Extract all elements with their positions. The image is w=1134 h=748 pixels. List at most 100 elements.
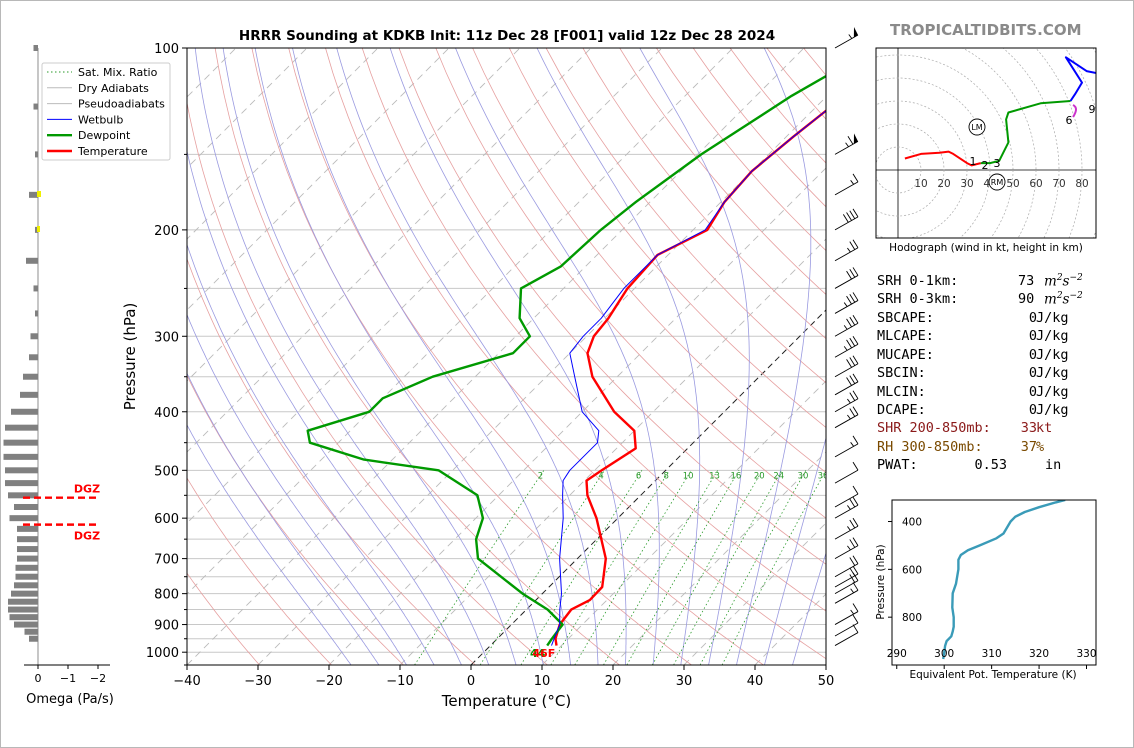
barb-full — [849, 294, 856, 303]
skewt-frame — [186, 47, 827, 666]
stat-srh3: SRH 0-3km: 90 m2s−2 — [877, 291, 1083, 308]
hodograph-ring — [876, 77, 991, 238]
hodograph-caption: Hodograph (wind in kt, height in km) — [889, 242, 1083, 254]
barb-full — [852, 267, 859, 276]
x-tick-label: −40 — [173, 674, 200, 689]
stat-value: 0 — [1028, 310, 1037, 326]
omega-bar — [8, 492, 38, 499]
theta-e-profile — [942, 500, 1066, 660]
wind-barb — [834, 517, 859, 540]
barb-full — [849, 498, 856, 508]
barb-full — [842, 214, 849, 223]
hodograph-height-label: 3 — [994, 157, 1001, 170]
stat-label: SBCIN: — [877, 365, 926, 382]
barb-full — [846, 212, 852, 221]
barb-staff — [834, 563, 859, 578]
barb-full — [849, 241, 856, 250]
barb-full — [849, 269, 856, 278]
y-tick-label: 400 — [154, 406, 179, 421]
pseudoadiabat — [292, 48, 571, 665]
x-tick-label: 0 — [467, 674, 475, 689]
omega-bar — [35, 151, 38, 158]
barb-staff — [834, 247, 859, 262]
wind-barb — [834, 315, 859, 337]
storm-motion-marker — [988, 173, 1006, 191]
y-tick-label: 200 — [154, 224, 179, 239]
stat-label: DCAPE: — [877, 402, 926, 418]
barb-staff — [834, 275, 859, 289]
stat-value: 37 — [1020, 438, 1037, 455]
omega-bar — [5, 480, 38, 487]
omega-bar — [8, 606, 38, 613]
hodograph-ring-label: 30 — [960, 178, 973, 190]
omega-bar — [20, 391, 38, 398]
theta-e-y-tick-label: 600 — [902, 564, 922, 576]
hodograph-ring-label: 60 — [1029, 178, 1042, 190]
hodograph-frame — [875, 47, 1097, 239]
wind-barbs — [834, 27, 859, 646]
barb-staff — [834, 363, 859, 378]
hodograph-ring — [876, 100, 968, 238]
stat-unit: J/kg — [1036, 365, 1069, 382]
barb-full — [847, 136, 854, 145]
stat-row: RH 300-850mb: 37% — [877, 439, 1077, 455]
wind-barb — [834, 582, 859, 604]
mixing-ratio-label: 6 — [636, 472, 641, 482]
hodograph-height-label: 9 — [1089, 103, 1096, 116]
barb-half — [847, 545, 851, 551]
hodograph-area: 102030405060708012369LMRM — [876, 48, 1096, 238]
hodograph-ring-label: 20 — [937, 178, 950, 190]
y-tick-label: 100 — [154, 42, 179, 57]
dry-adiabat — [435, 48, 826, 519]
barb-staff — [834, 216, 859, 231]
barb-staff — [834, 632, 859, 646]
y-tick-label: 1000 — [146, 646, 179, 661]
x-tick-label: −20 — [315, 674, 342, 689]
barb-staff — [834, 525, 859, 540]
barb-full — [852, 565, 859, 575]
barb-half — [843, 346, 848, 351]
wind-barb — [834, 614, 859, 637]
wind-barb — [834, 572, 859, 595]
dry-adiabat — [187, 477, 332, 665]
theta-e-x-label: Equivalent Pot. Temperature (K) — [909, 669, 1076, 681]
omega-bar — [11, 408, 38, 415]
wind-barb — [834, 133, 859, 155]
barb-full — [846, 270, 852, 280]
legend-label: Sat. Mix. Ratio — [78, 66, 158, 79]
mixing-ratio-line — [520, 470, 643, 665]
pseudoadiabat — [336, 48, 599, 665]
legend-label: Temperature — [77, 145, 148, 158]
stat-label: MLCIN: — [877, 383, 926, 400]
isotherm-gridline — [683, 522, 826, 665]
isotherm-gridline — [399, 238, 826, 665]
barb-staff — [834, 545, 859, 559]
stat-label: PWAT: — [877, 457, 918, 474]
barb-full — [846, 318, 852, 328]
pseudoadiabat — [187, 424, 352, 665]
hodograph-trace-blue — [1064, 56, 1096, 102]
barb-full — [852, 239, 859, 249]
omega-bar — [17, 546, 38, 553]
isotherm-gridline — [187, 48, 663, 524]
isotherm-gridline — [187, 48, 521, 382]
barb-staff — [834, 573, 859, 588]
theta-e-x-tick-label: 300 — [934, 648, 954, 660]
mixing-ratio-line — [574, 470, 692, 665]
omega-bar-highlight — [37, 191, 41, 197]
omega-bar — [14, 621, 38, 628]
barb-full — [852, 406, 859, 415]
theta-e-y-label: Pressure (hPa) — [875, 544, 887, 619]
barb-half — [847, 414, 851, 420]
x-tick-label: 20 — [605, 674, 622, 689]
barb-full — [849, 574, 856, 583]
omega-bar — [17, 536, 38, 543]
mixing-ratio-line — [414, 470, 545, 665]
wind-barb — [834, 239, 859, 262]
hodograph-panel: 102030405060708012369LMRMHodograph (wind… — [875, 47, 1097, 254]
dry-adiabat — [214, 48, 620, 665]
dry-adiabat — [508, 48, 826, 429]
stat-unit: J/kg — [1036, 402, 1069, 418]
isotherm-gridline — [257, 96, 826, 665]
